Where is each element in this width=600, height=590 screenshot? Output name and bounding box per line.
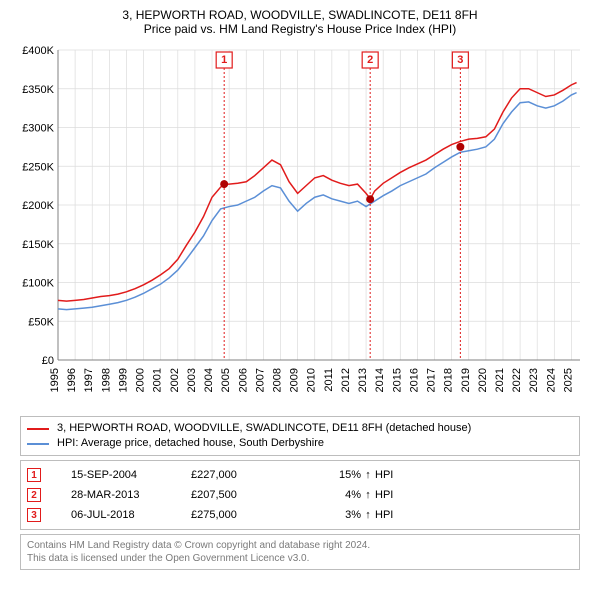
svg-text:£200K: £200K [22,200,54,212]
transaction-marker: 1 [27,468,41,482]
svg-text:£300K: £300K [22,123,54,135]
svg-text:2021: 2021 [494,368,506,392]
svg-text:2012: 2012 [340,368,352,392]
transaction-suffix: HPI [375,489,415,501]
svg-text:1998: 1998 [100,368,112,392]
svg-text:2015: 2015 [391,368,403,392]
transaction-price: £227,000 [191,469,301,481]
svg-text:2008: 2008 [271,368,283,392]
svg-text:£250K: £250K [22,161,54,173]
svg-text:2022: 2022 [511,368,523,392]
svg-text:2007: 2007 [254,368,266,392]
svg-text:1999: 1999 [117,368,129,392]
svg-text:2020: 2020 [477,368,489,392]
svg-text:2024: 2024 [545,368,557,392]
up-arrow-icon: ↑ [361,469,375,481]
legend-item: HPI: Average price, detached house, Sout… [27,436,573,451]
svg-text:1997: 1997 [83,368,95,392]
svg-text:2023: 2023 [528,368,540,392]
svg-text:2002: 2002 [169,368,181,392]
svg-text:1996: 1996 [66,368,78,392]
chart-title: 3, HEPWORTH ROAD, WOODVILLE, SWADLINCOTE… [10,8,590,22]
legend-swatch [27,443,49,445]
transaction-pct: 3% [301,509,361,521]
legend-label: HPI: Average price, detached house, Sout… [57,436,324,451]
legend: 3, HEPWORTH ROAD, WOODVILLE, SWADLINCOTE… [20,416,580,456]
svg-text:£0: £0 [42,355,54,367]
svg-text:2017: 2017 [426,368,438,392]
svg-text:3: 3 [457,54,463,66]
transaction-row: 1 15-SEP-2004£227,00015%↑HPI [27,465,573,485]
transaction-marker: 3 [27,508,41,522]
svg-text:2025: 2025 [562,368,574,392]
svg-text:£150K: £150K [22,239,54,251]
up-arrow-icon: ↑ [361,489,375,501]
svg-text:1995: 1995 [49,368,61,392]
svg-text:2005: 2005 [220,368,232,392]
svg-text:2006: 2006 [237,368,249,392]
svg-text:2016: 2016 [408,368,420,392]
svg-text:2003: 2003 [186,368,198,392]
transaction-pct: 4% [301,489,361,501]
svg-text:2010: 2010 [306,368,318,392]
chart-footer: Contains HM Land Registry data © Crown c… [20,534,580,570]
transaction-row: 3 06-JUL-2018£275,0003%↑HPI [27,505,573,525]
svg-text:2009: 2009 [289,368,301,392]
transaction-date: 28-MAR-2013 [71,489,191,501]
svg-text:2013: 2013 [357,368,369,392]
transaction-table: 115-SEP-2004£227,00015%↑HPI228-MAR-2013£… [20,460,580,530]
svg-text:1: 1 [221,54,227,66]
legend-label: 3, HEPWORTH ROAD, WOODVILLE, SWADLINCOTE… [57,421,471,436]
legend-item: 3, HEPWORTH ROAD, WOODVILLE, SWADLINCOTE… [27,421,573,436]
footer-line: This data is licensed under the Open Gov… [27,552,573,565]
transaction-date: 15-SEP-2004 [71,469,191,481]
svg-text:£350K: £350K [22,84,54,96]
svg-text:2011: 2011 [323,368,335,392]
svg-text:2004: 2004 [203,368,215,392]
svg-text:2: 2 [367,54,373,66]
transaction-date: 06-JUL-2018 [71,509,191,521]
transaction-row: 2 28-MAR-2013£207,5004%↑HPI [27,485,573,505]
svg-text:2019: 2019 [460,368,472,392]
svg-text:2014: 2014 [374,368,386,392]
transaction-suffix: HPI [375,509,415,521]
footer-line: Contains HM Land Registry data © Crown c… [27,539,573,552]
transaction-suffix: HPI [375,469,415,481]
transaction-pct: 15% [301,469,361,481]
transaction-price: £275,000 [191,509,301,521]
svg-text:£50K: £50K [28,316,54,328]
chart-svg: £0 £50K £100K £150K £200K £250K £300K £350K £400… [10,40,590,410]
svg-text:2000: 2000 [135,368,147,392]
svg-text:£100K: £100K [22,278,54,290]
chart-subtitle: Price paid vs. HM Land Registry's House … [10,22,590,36]
svg-text:£400K: £400K [22,45,54,57]
transaction-price: £207,500 [191,489,301,501]
legend-swatch [27,428,49,430]
transaction-marker: 2 [27,488,41,502]
price-chart: £0 £50K £100K £150K £200K £250K £300K £350K £400… [10,40,590,410]
svg-text:2001: 2001 [152,368,164,392]
up-arrow-icon: ↑ [361,509,375,521]
svg-text:2018: 2018 [443,368,455,392]
